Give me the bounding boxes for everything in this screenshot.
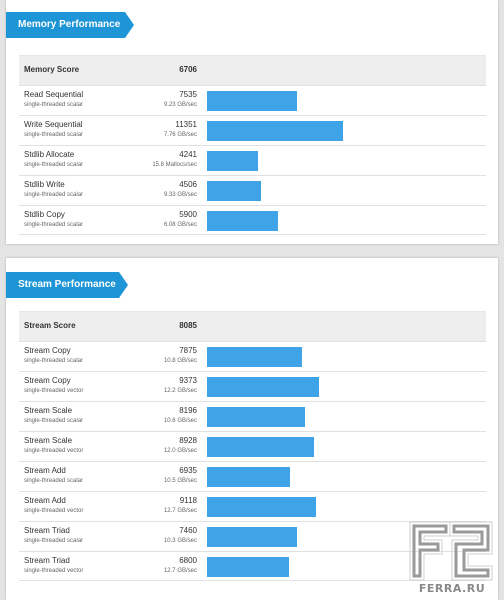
test-rate: 6.08 GB/sec (163, 222, 197, 228)
test-name: Stream Add (24, 496, 66, 505)
score-label: Memory Score (24, 65, 80, 74)
test-score: 4506 (179, 180, 197, 189)
test-mode: single-threaded vector (24, 508, 84, 514)
test-score: 7875 (179, 346, 197, 355)
test-rate: 10.3 GB/sec (163, 538, 197, 544)
result-row: Stream Add single-threaded vector 9118 12.7… (19, 491, 486, 521)
result-row: Read Sequential single-threaded scalar 753… (19, 85, 486, 115)
test-mode: single-threaded scalar (24, 538, 84, 544)
result-row: Stream Scale single-threaded vector 8928 12… (19, 431, 486, 461)
memory-performance-panel: Memory Performance Memory Score 6706 Read … (6, 0, 498, 244)
result-row: Write Sequential single-threaded scalar 11… (19, 115, 486, 145)
test-name: Stdlib Write (24, 180, 65, 189)
test-name: Stdlib Allocate (24, 150, 75, 159)
ferra-logo-icon (409, 521, 493, 581)
test-rate: 7.76 GB/sec (163, 132, 197, 138)
score-bar (207, 211, 278, 231)
test-rate: 12.7 GB/sec (163, 508, 197, 514)
score-value: 8085 (179, 321, 197, 330)
test-name: Stream Scale (24, 436, 73, 445)
test-name: Stream Copy (24, 346, 71, 355)
result-row: Stream Add single-threaded scalar 6935 10.5… (19, 461, 486, 491)
score-label: Stream Score (24, 321, 76, 330)
test-rate: 9.33 GB/sec (163, 192, 197, 198)
result-row: Stream Triad single-threaded vector 6800 12… (19, 551, 486, 581)
test-mode: single-threaded scalar (24, 418, 84, 424)
score-header-row: Memory Score 6706 (19, 55, 486, 85)
score-bar (207, 407, 305, 427)
result-row: Stream Triad single-threaded scalar 7460 10… (19, 521, 486, 551)
score-bar (207, 91, 297, 111)
test-score: 7535 (179, 90, 197, 99)
result-row: Stdlib Allocate single-threaded scalar 424… (19, 145, 486, 175)
test-score: 11351 (175, 120, 197, 129)
test-name: Stream Triad (24, 526, 70, 535)
test-score: 5900 (179, 210, 197, 219)
test-mode: single-threaded vector (24, 388, 84, 394)
score-bar (207, 121, 343, 141)
test-name: Write Sequential (24, 120, 83, 129)
test-mode: single-threaded scalar (24, 192, 84, 198)
test-mode: single-threaded vector (24, 568, 84, 574)
memory-results-table: Memory Score 6706 Read Sequential single-th… (19, 55, 486, 235)
test-mode: single-threaded vector (24, 448, 84, 454)
score-value: 6706 (179, 65, 197, 74)
test-name: Stream Copy (24, 376, 71, 385)
stream-results-table: Stream Score 8085 Stream Copy single-thread… (19, 311, 486, 581)
test-score: 8928 (179, 436, 197, 445)
test-mode: single-threaded scalar (24, 478, 84, 484)
test-name: Stream Add (24, 466, 66, 475)
test-rate: 10.8 GB/sec (163, 358, 197, 364)
test-rate: 10.5 GB/sec (163, 478, 197, 484)
test-score: 6935 (179, 466, 197, 475)
result-row: Stdlib Copy single-threaded scalar 5900 6.0… (19, 205, 486, 235)
test-score: 6800 (179, 556, 197, 565)
score-bar (207, 181, 261, 201)
watermark-text: FERRA.RU (418, 582, 486, 595)
test-name: Stream Scale (24, 406, 73, 415)
test-name: Stream Triad (24, 556, 70, 565)
test-rate: 12.2 GB/sec (163, 388, 197, 394)
test-score: 9373 (179, 376, 197, 385)
test-score: 7460 (179, 526, 197, 535)
result-row: Stream Scale single-threaded scalar 8196 10… (19, 401, 486, 431)
test-mode: single-threaded scalar (24, 162, 84, 168)
test-mode: single-threaded scalar (24, 358, 84, 364)
test-score: 9118 (179, 496, 197, 505)
score-bar (207, 377, 319, 397)
test-rate: 12.0 GB/sec (163, 448, 197, 454)
test-mode: single-threaded scalar (24, 222, 84, 228)
test-rate: 9.23 GB/sec (163, 102, 197, 108)
test-rate: 12.7 GB/sec (163, 568, 197, 574)
score-header-row: Stream Score 8085 (19, 311, 486, 341)
score-bar (207, 467, 290, 487)
score-bar (207, 347, 302, 367)
stream-performance-title: Stream Performance (6, 272, 128, 298)
test-name: Read Sequential (24, 90, 84, 99)
test-mode: single-threaded scalar (24, 102, 84, 108)
score-bar (207, 151, 258, 171)
score-bar (207, 527, 297, 547)
memory-performance-title: Memory Performance (6, 12, 134, 38)
result-row: Stdlib Write single-threaded scalar 4506 9.… (19, 175, 486, 205)
test-name: Stdlib Copy (24, 210, 65, 219)
test-rate: 10.6 GB/sec (163, 418, 197, 424)
test-mode: single-threaded scalar (24, 132, 84, 138)
stream-performance-panel: Stream Performance Stream Score 8085 Strea… (6, 258, 498, 600)
ferra-logo-watermark: FERRA.RU (408, 520, 496, 600)
score-bar (207, 497, 316, 517)
score-bar (207, 557, 289, 577)
score-bar (207, 437, 314, 457)
test-rate: 15.8 Mallocs/sec (152, 162, 197, 168)
test-score: 8196 (179, 406, 197, 415)
test-score: 4241 (179, 150, 197, 159)
result-row: Stream Copy single-threaded vector 9373 12.… (19, 371, 486, 401)
result-row: Stream Copy single-threaded scalar 7875 10.… (19, 341, 486, 371)
